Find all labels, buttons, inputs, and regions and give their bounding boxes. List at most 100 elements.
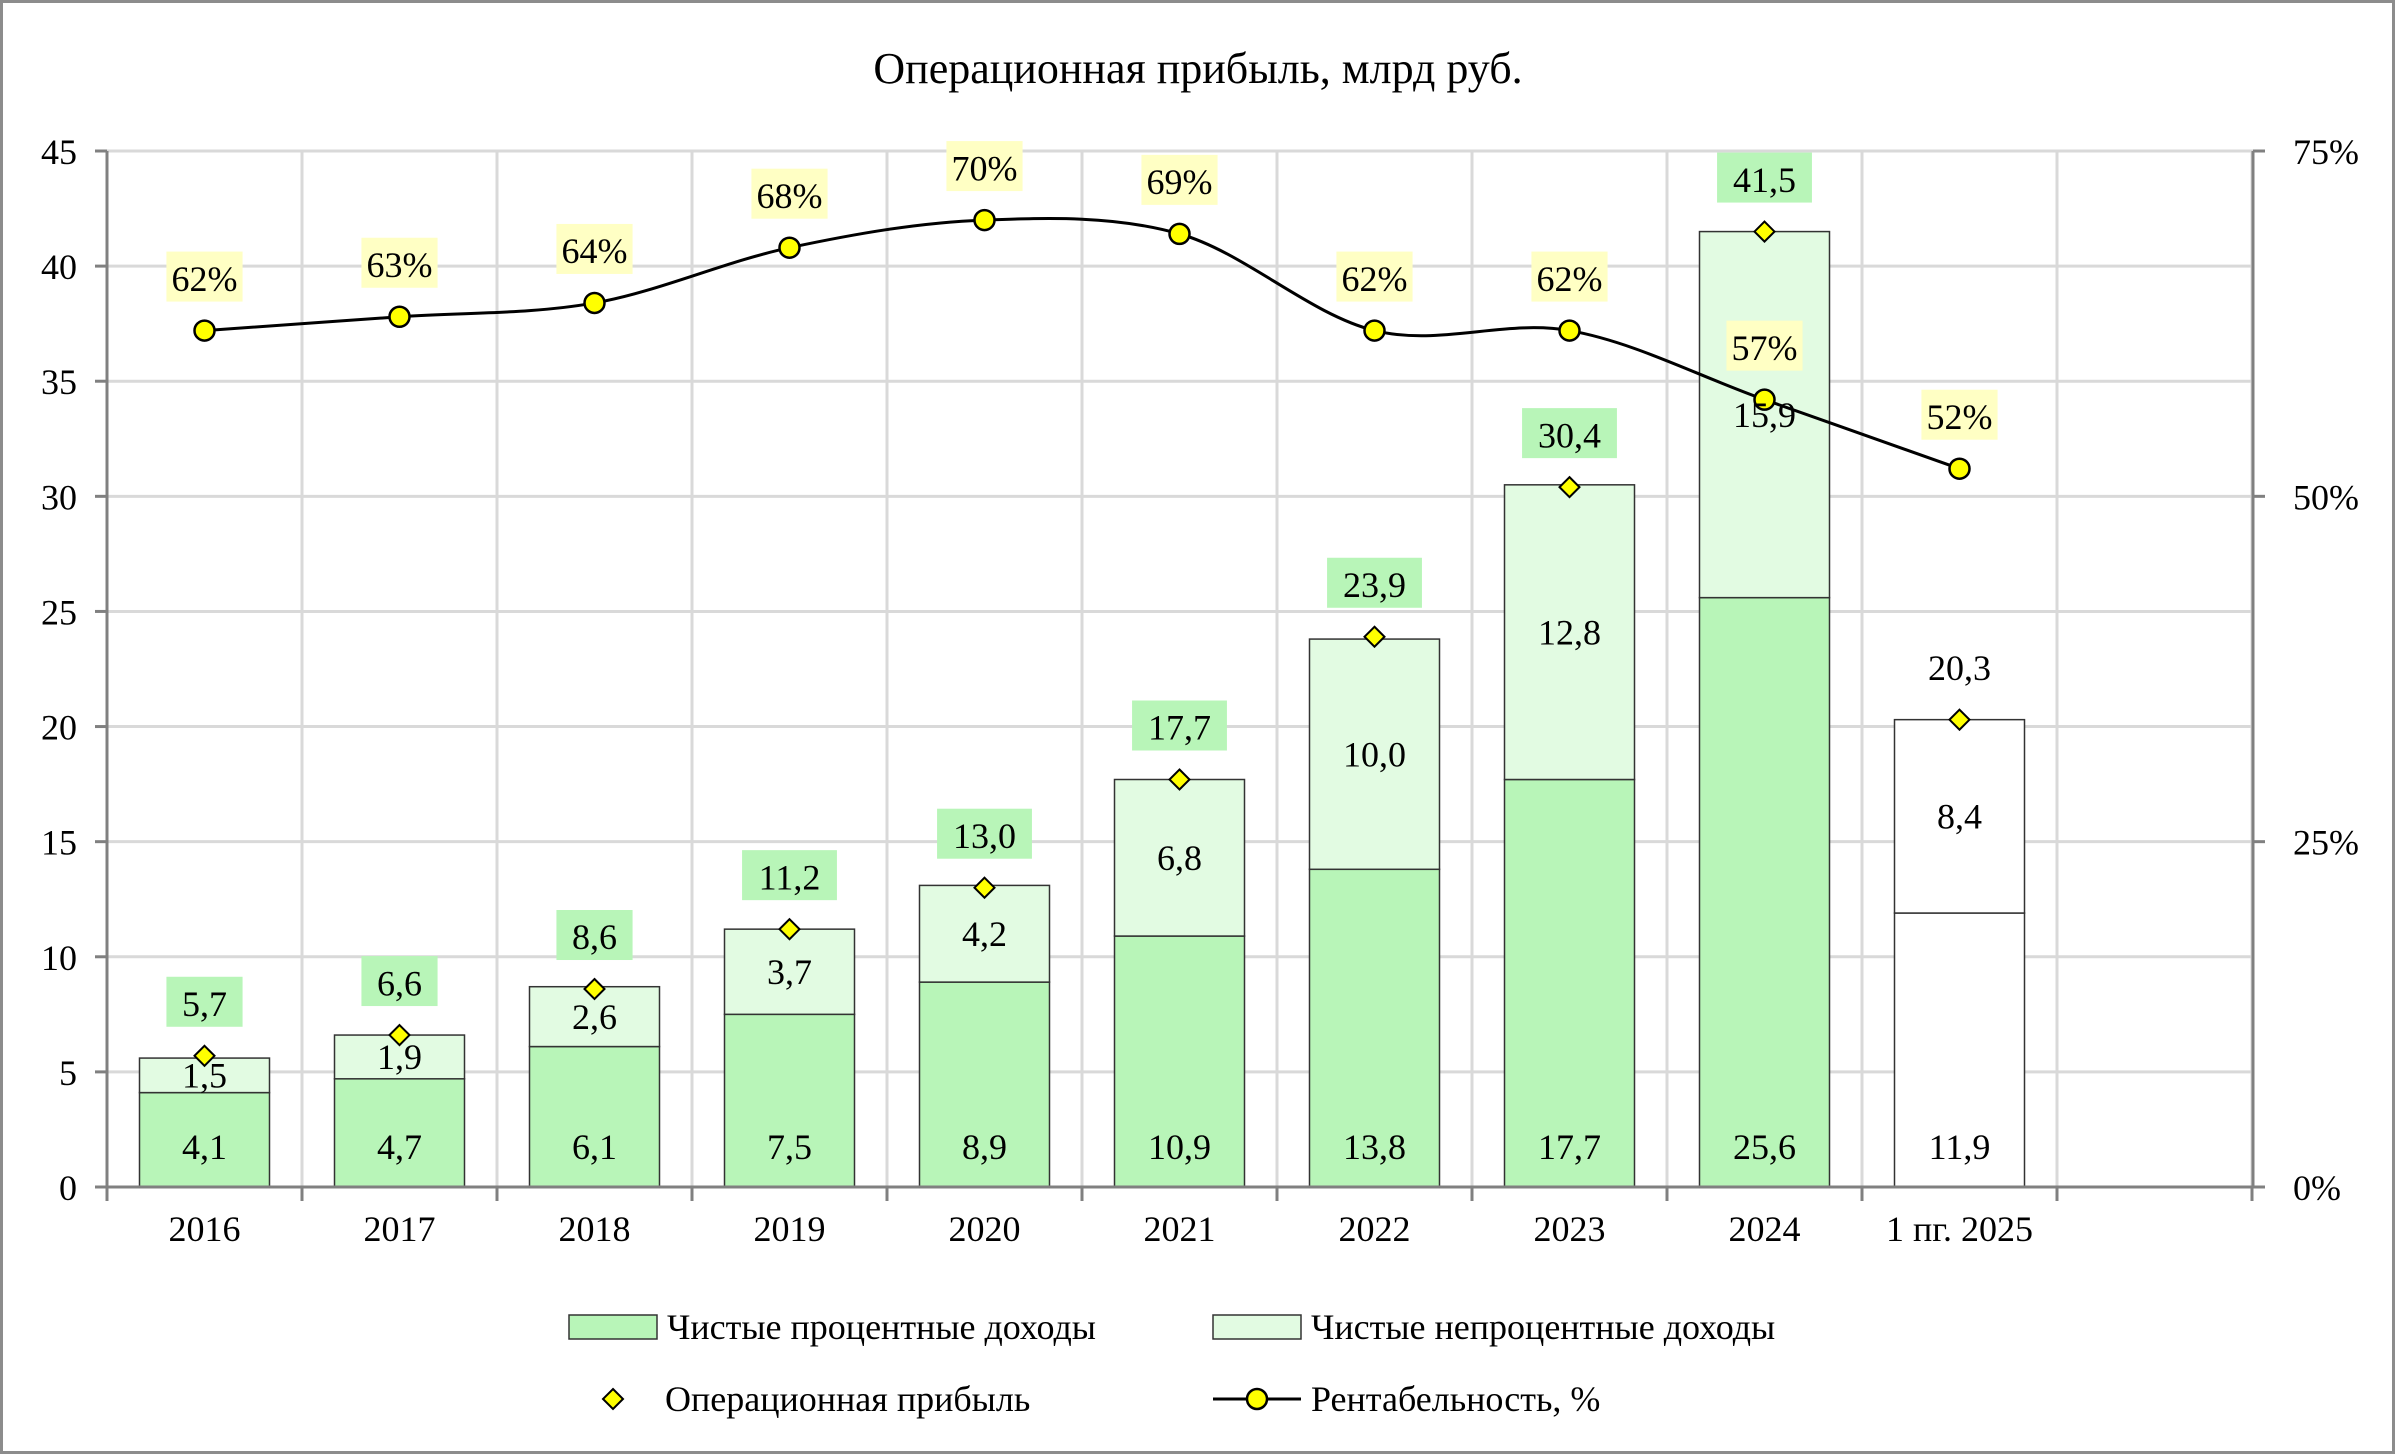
label-profitability: 62% — [172, 259, 238, 299]
label-interest-income: 25,6 — [1733, 1127, 1796, 1167]
label-operating-profit: 5,7 — [182, 984, 227, 1024]
y-left-tick-label: 30 — [41, 477, 77, 517]
operating-profit-marker — [583, 977, 606, 1001]
legend-label: Операционная прибыль — [665, 1379, 1030, 1419]
label-profitability: 62% — [1342, 259, 1408, 299]
y-left-tick-label: 15 — [41, 823, 77, 863]
label-operating-profit-bg — [1327, 557, 1422, 608]
legend-swatch — [1212, 1314, 1302, 1340]
profitability-point — [1168, 222, 1191, 246]
bar-noninterest-income — [1503, 484, 1636, 781]
label-profitability-bg — [946, 141, 1023, 192]
operating-profit-marker — [1948, 708, 1971, 732]
label-profitability: 68% — [757, 176, 823, 216]
label-profitability-bg — [1141, 154, 1218, 205]
label-operating-profit-bg — [361, 956, 438, 1007]
operating-profit-marker — [973, 876, 996, 900]
label-operating-profit: 23,9 — [1343, 565, 1406, 605]
label-interest-income: 6,1 — [572, 1127, 617, 1167]
y-left-tick-label: 20 — [41, 708, 77, 748]
bar-noninterest-income — [723, 928, 856, 1016]
label-noninterest-income: 15,9 — [1733, 395, 1796, 435]
gridlines — [107, 149, 2254, 1187]
label-operating-profit-bg — [742, 850, 837, 901]
label-interest-income: 7,5 — [767, 1127, 812, 1167]
label-noninterest-income: 6,8 — [1157, 838, 1202, 878]
label-operating-profit: 30,4 — [1538, 415, 1601, 455]
label-operating-profit: 11,2 — [759, 857, 821, 897]
label-operating-profit: 41,5 — [1733, 160, 1796, 200]
legend-label: Чистые непроцентные доходы — [1311, 1307, 1775, 1347]
x-tick-label: 2023 — [1534, 1209, 1606, 1249]
label-operating-profit-bg — [937, 808, 1032, 859]
operating-profit-marker — [193, 1044, 216, 1068]
operating-profit-marker — [388, 1023, 411, 1047]
operating-profit-marker — [778, 917, 801, 941]
operating-profit-marker — [1753, 220, 1776, 243]
x-tick-label: 2024 — [1729, 1209, 1801, 1249]
y-right-tick-label: 25% — [2293, 823, 2359, 863]
chart-title: Операционная прибыль, млрд руб. — [873, 44, 1522, 93]
legend-swatch-marker — [1245, 1387, 1269, 1411]
x-tick-label: 2018 — [559, 1209, 631, 1249]
label-profitability: 69% — [1147, 162, 1213, 202]
y-left-tick-label: 35 — [41, 362, 77, 402]
label-interest-income: 4,7 — [377, 1127, 422, 1167]
profitability-point — [778, 236, 801, 259]
profitability-point — [193, 319, 216, 342]
label-operating-profit-bg — [1522, 408, 1617, 459]
y-left-tick-label: 25 — [41, 592, 77, 632]
label-profitability: 57% — [1732, 328, 1798, 368]
legend-swatch — [568, 1314, 658, 1340]
label-operating-profit: 17,7 — [1148, 708, 1211, 748]
operating-profit-marker — [1363, 625, 1386, 649]
label-operating-profit-bg — [556, 910, 633, 961]
bars — [138, 230, 2026, 1188]
profitability-point — [583, 291, 606, 315]
operating-profit-marker — [1168, 768, 1191, 791]
label-operating-profit: 13,0 — [953, 816, 1016, 856]
label-noninterest-income: 2,6 — [572, 997, 617, 1037]
bar-noninterest-income — [918, 884, 1051, 983]
legend-label: Чистые процентные доходы — [667, 1307, 1096, 1347]
profitability-point — [1948, 457, 1971, 480]
axes: 0 5 10 15 20 25 30 35 40 45 0% 25% 50% 75% 2016 2017 201… — [41, 132, 2359, 1249]
y-right-tick-label: 75% — [2293, 132, 2359, 172]
label-operating-profit: 6,6 — [377, 963, 422, 1003]
label-profitability-bg — [556, 223, 633, 274]
label-profitability-bg — [1336, 251, 1413, 302]
label-interest-income: 17,7 — [1538, 1127, 1601, 1167]
y-left-tick-label: 0 — [59, 1168, 77, 1208]
bar-interest-income — [918, 981, 1051, 1188]
label-interest-income: 11,9 — [1929, 1127, 1991, 1167]
label-profitability: 64% — [562, 231, 628, 271]
label-operating-profit: 8,6 — [572, 917, 617, 957]
bar-interest-income — [1113, 935, 1246, 1188]
label-profitability-bg — [1726, 320, 1803, 371]
profitability-point — [388, 305, 411, 329]
label-operating-profit-bg — [1717, 152, 1812, 203]
y-left-tick-label: 10 — [41, 938, 77, 978]
bar-noninterest-income — [1893, 718, 2026, 914]
label-profitability-bg — [751, 168, 828, 219]
legend-label: Рентабельность, % — [1311, 1379, 1600, 1419]
x-tick-label: 2017 — [364, 1209, 436, 1249]
y-left-tick-label: 40 — [41, 247, 77, 287]
x-tick-label: 2019 — [754, 1209, 826, 1249]
label-interest-income: 13,8 — [1343, 1127, 1406, 1167]
bar-interest-income — [723, 1013, 856, 1188]
label-profitability: 70% — [952, 148, 1018, 188]
label-operating-profit-bg — [1132, 700, 1227, 751]
label-profitability-bg — [166, 251, 243, 302]
x-tick-label: 2022 — [1339, 1209, 1411, 1249]
profitability-point — [1558, 319, 1581, 342]
data-labels: 4,1 1,5 5,7 62% 4,7 1,9 6,6 63% 6,1 2,6 8,6 64% 7,5 3… — [166, 141, 1998, 1167]
label-noninterest-income: 3,7 — [767, 952, 812, 992]
bar-interest-income — [1698, 596, 1831, 1188]
label-profitability: 52% — [1927, 397, 1993, 437]
label-profitability: 62% — [1537, 259, 1603, 299]
y-left-tick-label: 45 — [41, 132, 77, 172]
bar-noninterest-income — [1308, 638, 1441, 871]
x-tick-label: 2021 — [1144, 1209, 1216, 1249]
y-right-tick-label: 0% — [2293, 1168, 2341, 1208]
